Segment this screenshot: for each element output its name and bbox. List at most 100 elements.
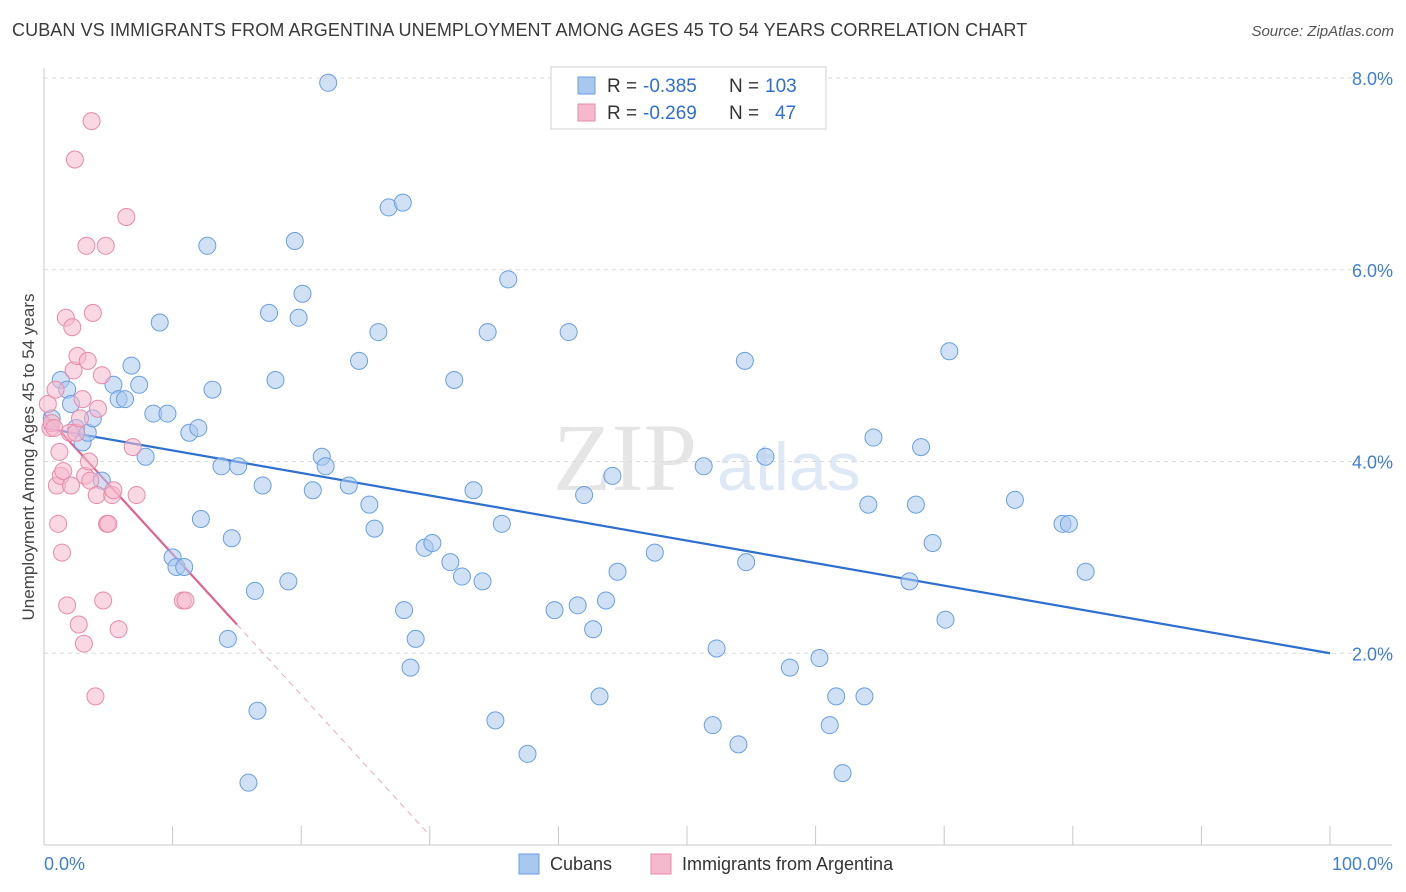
cubans-point-47 [365,519,384,538]
argentina-point-23 [74,634,93,653]
argentina-point-9 [53,543,72,562]
argentina-point-36 [99,514,118,533]
cubans-point-66 [545,601,564,620]
source-label: Source: ZipAtlas.com [1251,23,1394,40]
cubans-point-91 [900,572,919,591]
legend-n-label-2: N = [729,103,759,124]
cubans-point-100 [1076,562,1095,581]
cubans-point-12 [122,356,141,375]
legend-label-argentina: Immigrants from Argentina [682,854,894,874]
legend-r-value-2: -0.269 [643,103,697,124]
cubans-point-30 [245,581,264,600]
cubans-point-95 [936,610,955,629]
x-tick-label-1: 100.0% [1332,854,1393,874]
cubans-point-96 [940,342,959,361]
cubans-point-88 [855,687,874,706]
series-argentina [38,112,195,706]
cubans-point-99 [1059,514,1078,533]
cubans-point-82 [756,447,775,466]
chart-title: CUBAN VS IMMIGRANTS FROM ARGENTINA UNEMP… [12,20,1028,40]
legend-swatch-argentina-bottom [650,853,672,875]
cubans-point-58 [452,567,471,586]
argentina-point-7 [50,442,69,461]
cubans-point-20 [175,557,194,576]
argentina-point-32 [89,399,108,418]
cubans-point-23 [191,510,210,529]
cubans-point-44 [339,476,358,495]
argentina-point-42 [123,438,142,457]
trend-line-cubans [43,426,1331,655]
cubans-point-86 [827,687,846,706]
argentina-point-41 [96,236,115,255]
y-tick-label-3: 8.0% [1352,69,1393,89]
argentina-point-45 [176,591,195,610]
cubans-point-42 [316,457,335,476]
cubans-point-24 [198,236,217,255]
cubans-point-16 [150,313,169,332]
argentina-point-21 [71,409,90,428]
cubans-point-48 [369,323,388,342]
watermark-zip: ZIP [553,404,697,511]
cubans-point-38 [289,308,308,327]
cubans-point-72 [596,591,615,610]
argentina-point-10 [54,462,73,481]
cubans-point-87 [833,764,852,783]
legend-r-value-1: -0.385 [643,76,697,97]
cubans-point-92 [906,495,925,514]
cubans-point-85 [820,716,839,735]
legend-n-label-1: N = [729,76,759,97]
argentina-point-26 [80,452,99,471]
x-tick-label-0: 0.0% [44,854,85,874]
cubans-point-50 [393,193,412,212]
cubans-point-34 [260,303,279,322]
cubans-point-97 [1005,490,1024,509]
cubans-point-57 [445,371,464,390]
legend-swatch-cubans-bottom [518,853,540,875]
trend-lines [43,412,1331,836]
data-points [38,73,1095,792]
cubans-point-74 [608,562,627,581]
cubans-point-77 [703,716,722,735]
argentina-point-29 [83,303,102,322]
cubans-point-84 [810,649,829,668]
cubans-point-51 [395,601,414,620]
cubans-point-83 [780,658,799,677]
argentina-point-3 [45,418,64,437]
argentina-point-0 [38,394,57,413]
cubans-point-39 [293,284,312,303]
argentina-point-30 [86,687,105,706]
y-axis-label: Unemployment Among Ages 45 to 54 years [19,294,38,621]
cubans-point-17 [158,404,177,423]
argentina-point-20 [69,615,88,634]
y-tick-labels: 2.0% 4.0% 6.0% 8.0% [1352,69,1393,664]
cubans-point-36 [279,572,298,591]
cubans-point-65 [518,744,537,763]
cubans-point-94 [923,533,942,552]
cubans-point-61 [478,323,497,342]
cubans-point-14 [136,447,155,466]
cubans-point-70 [584,620,603,639]
cubans-point-89 [859,495,878,514]
argentina-point-33 [92,366,111,385]
y-tick-label-0: 2.0% [1352,644,1393,664]
cubans-point-46 [360,495,379,514]
legend-swatch-argentina [577,103,596,122]
cubans-point-60 [473,572,492,591]
argentina-point-43 [127,486,146,505]
argentina-point-31 [87,486,106,505]
cubans-point-29 [229,457,248,476]
cubans-point-56 [441,553,460,572]
cubans-point-53 [406,629,425,648]
legend-r-label-1: R = [607,76,637,97]
cubans-point-43 [319,73,338,92]
argentina-point-4 [46,380,65,399]
cubans-point-28 [222,529,241,548]
argentina-point-14 [62,476,81,495]
cubans-point-45 [350,351,369,370]
watermark: ZIP atlas [553,404,861,511]
legend-label-cubans: Cubans [550,854,612,874]
correlation-legend: R = -0.385 N = 103 R = -0.269 N = 47 [550,66,827,130]
argentina-point-22 [73,390,92,409]
cubans-point-40 [303,481,322,500]
cubans-point-37 [285,231,304,250]
